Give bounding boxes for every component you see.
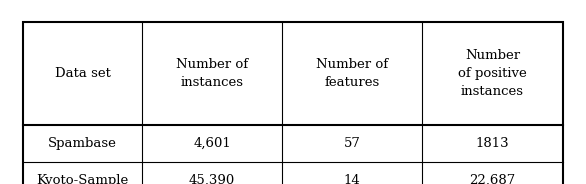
Text: 4,601: 4,601 bbox=[193, 137, 231, 150]
Text: 45,390: 45,390 bbox=[189, 174, 235, 184]
Text: Kyoto-Sample: Kyoto-Sample bbox=[36, 174, 129, 184]
Text: 1813: 1813 bbox=[476, 137, 509, 150]
Text: 22,687: 22,687 bbox=[469, 174, 516, 184]
Text: Number of
features: Number of features bbox=[316, 58, 389, 89]
Text: Data set: Data set bbox=[55, 67, 111, 80]
Text: 57: 57 bbox=[344, 137, 361, 150]
Text: Spambase: Spambase bbox=[48, 137, 117, 150]
Text: Number
of positive
instances: Number of positive instances bbox=[458, 49, 527, 98]
Text: Number of
instances: Number of instances bbox=[176, 58, 248, 89]
Text: 14: 14 bbox=[344, 174, 360, 184]
